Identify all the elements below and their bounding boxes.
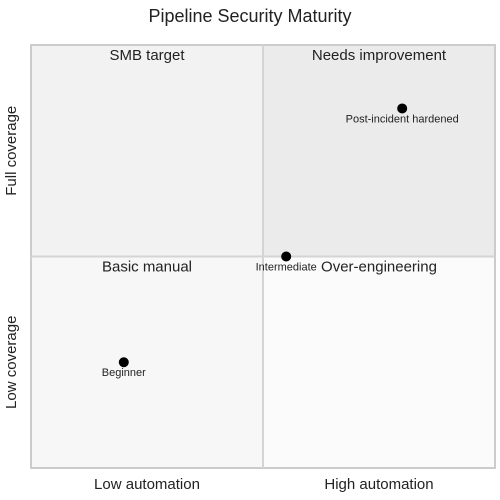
quadrant bbox=[31, 256, 263, 468]
x-axis-label: Low automation bbox=[94, 476, 200, 493]
point-label: Intermediate bbox=[256, 261, 317, 273]
chart-title: Pipeline Security Maturity bbox=[148, 6, 351, 26]
x-axis-label: High automation bbox=[324, 476, 433, 493]
y-axis-label: Full coverage bbox=[3, 106, 20, 196]
quadrant-label: Needs improvement bbox=[312, 47, 447, 64]
point bbox=[397, 103, 408, 114]
quadrant-label: SMB target bbox=[109, 47, 185, 64]
point bbox=[118, 357, 129, 368]
quadrant bbox=[31, 45, 263, 257]
point-label: Post-incident hardened bbox=[346, 113, 459, 125]
quadrant-label: Over-engineering bbox=[321, 258, 437, 275]
quadrant bbox=[263, 256, 495, 468]
quadrant-label: Basic manual bbox=[102, 258, 192, 275]
point-label: Beginner bbox=[102, 367, 146, 379]
point bbox=[281, 251, 292, 262]
y-axis-label: Low coverage bbox=[3, 316, 20, 409]
quadrant bbox=[263, 45, 495, 257]
